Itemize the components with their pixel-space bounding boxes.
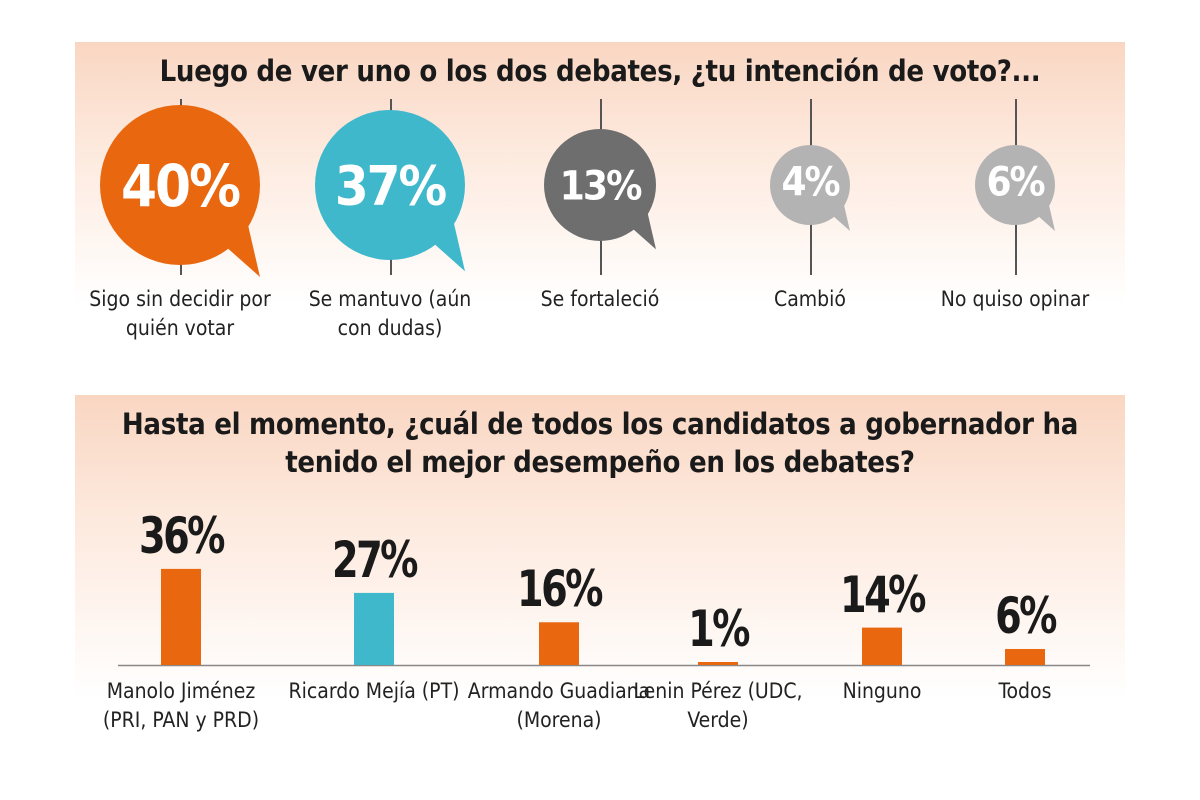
bubble-mark [315, 110, 465, 260]
speech-bubble-icon: 40% [100, 105, 260, 277]
bar-value-label: 16% [517, 560, 603, 619]
bar [698, 662, 738, 665]
bar [161, 568, 201, 665]
bar-value-label: 6% [995, 586, 1057, 645]
bar-value-label: 36% [139, 506, 225, 565]
bar-category-label: Ricardo Mejía (PT) [288, 679, 460, 703]
bubble-label: Se mantuvo (aún con dudas) [308, 287, 472, 340]
bubble-value: 37% [335, 155, 447, 218]
performance-title: Hasta el momento, ¿cuál de todos los can… [121, 407, 1079, 479]
bar [539, 622, 579, 665]
bar-category-label: Ninguno [842, 679, 922, 703]
speech-bubble-icon: 37% [315, 110, 465, 272]
intention-title: Luego de ver uno o los dos debates, ¿tu … [159, 54, 1041, 88]
bar-value-label: 27% [332, 530, 418, 589]
bubble-mark [100, 105, 260, 265]
bubble-mark [975, 145, 1055, 225]
bar [354, 592, 394, 665]
bar-value-label: 14% [840, 565, 926, 624]
bar [862, 627, 902, 665]
bubble-value: 6% [986, 159, 1044, 205]
bubble-value: 4% [781, 159, 839, 205]
bar-category-label: Armando Guadiana (Morena) [467, 679, 651, 732]
bar-category-label: Lenin Pérez (UDC, Verde) [633, 679, 803, 732]
bar-category-label: Todos [998, 679, 1052, 703]
bubble-value: 13% [560, 163, 642, 210]
performance-panel: Hasta el momento, ¿cuál de todos los can… [75, 395, 1125, 800]
bar [1005, 648, 1045, 665]
speech-bubble-icon: 13% [544, 129, 656, 250]
bar-category-label: Manolo Jiménez (PRI, PAN y PRD) [102, 679, 260, 732]
speech-bubble-icon: 4% [770, 145, 850, 231]
bubble-label: Sigo sin decidir por quién votar [89, 287, 271, 340]
bubble-mark [770, 145, 850, 225]
bar-value-label: 1% [688, 600, 750, 658]
bubble-label: No quiso opinar [940, 287, 1090, 311]
bubble-value: 40% [121, 153, 240, 220]
bubble-label: Se fortaleció [540, 287, 660, 311]
bubble-mark [544, 129, 656, 241]
bubble-label: Cambió [774, 287, 846, 311]
speech-bubble-icon: 6% [975, 145, 1055, 231]
